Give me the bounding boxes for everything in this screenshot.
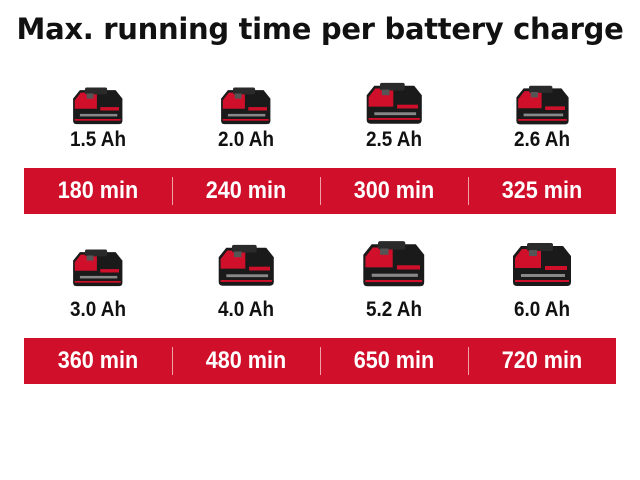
runtime-bar: 180 min 240 min 300 min 325 min: [24, 168, 616, 214]
battery-capacity-label: 2.6 Ah: [513, 128, 571, 151]
battery-capacity-label: 1.5 Ah: [69, 128, 127, 151]
divider: [172, 177, 173, 205]
divider: [468, 177, 469, 205]
battery-image: [68, 85, 128, 126]
page-title: Max. running time per battery charge: [16, 12, 624, 46]
runtime-value: 480 min: [205, 347, 287, 374]
battery-image: [357, 238, 431, 288]
runtime-value: 180 min: [57, 177, 139, 204]
battery-capacity-label: 6.0 Ah: [513, 298, 571, 321]
divider: [172, 347, 173, 375]
battery-capacity-label: 3.0 Ah: [69, 298, 127, 321]
runtime-value: 720 min: [501, 347, 583, 374]
battery-image: [507, 240, 577, 288]
divider: [468, 347, 469, 375]
battery-image: [68, 247, 128, 288]
runtime-bar: 360 min 480 min 650 min 720 min: [24, 338, 616, 384]
runtime-value: 650 min: [353, 347, 435, 374]
runtime-value: 240 min: [205, 177, 287, 204]
battery-capacity-label: 4.0 Ah: [217, 298, 275, 321]
runtime-value: 360 min: [57, 347, 139, 374]
battery-capacity-label: 5.2 Ah: [365, 298, 423, 321]
battery-image: [216, 85, 276, 126]
runtime-value: 325 min: [501, 177, 583, 204]
divider: [320, 177, 321, 205]
battery-image: [511, 83, 574, 126]
runtime-value: 300 min: [353, 177, 435, 204]
battery-image: [361, 80, 428, 126]
divider: [320, 347, 321, 375]
battery-capacity-label: 2.5 Ah: [365, 128, 423, 151]
battery-capacity-label: 2.0 Ah: [217, 128, 275, 151]
battery-image: [213, 242, 280, 288]
